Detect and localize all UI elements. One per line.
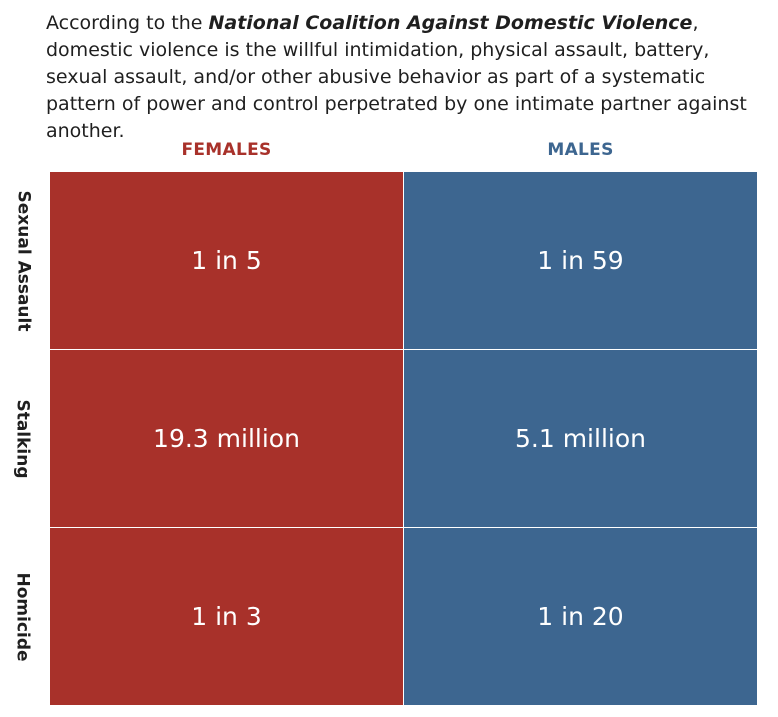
intro-source: National Coalition Against Domestic Viol…: [208, 12, 693, 34]
intro-prefix: According to the: [46, 12, 209, 34]
stats-grid: 1 in 5 1 in 59 19.3 million 5.1 million …: [50, 172, 757, 705]
intro-suffix: , domestic violence is the willful intim…: [46, 12, 747, 142]
row-label-container: Sexual Assault: [0, 172, 46, 349]
intro-text: According to the National Coalition Agai…: [46, 10, 766, 145]
column-header-males: MALES: [547, 140, 614, 160]
cell-stalking-males: 5.1 million: [404, 350, 757, 527]
row-label-stalking: Stalking: [13, 398, 34, 479]
column-header-females: FEMALES: [181, 140, 272, 160]
cell-homicide-females: 1 in 3: [50, 528, 403, 705]
cell-homicide-males: 1 in 20: [404, 528, 757, 705]
cell-sexual-assault-females: 1 in 5: [50, 172, 403, 349]
row-label-sexual-assault: Sexual Assault: [13, 190, 34, 331]
row-label-container: Stalking: [0, 350, 46, 527]
cell-stalking-females: 19.3 million: [50, 350, 403, 527]
row-label-homicide: Homicide: [13, 571, 33, 662]
cell-sexual-assault-males: 1 in 59: [404, 172, 757, 349]
row-label-container: Homicide: [0, 528, 46, 705]
